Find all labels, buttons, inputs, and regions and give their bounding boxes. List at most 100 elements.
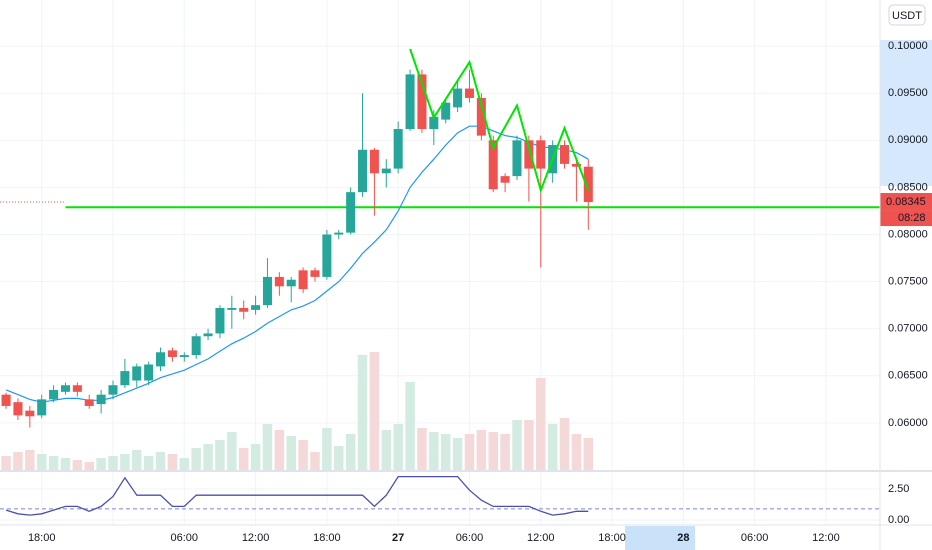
- candle-body: [298, 270, 308, 290]
- volume-bar: [143, 456, 154, 470]
- candles: [1, 48, 593, 428]
- volume-bar: [476, 430, 487, 470]
- volume-bar: [464, 434, 475, 470]
- volume-bar: [393, 424, 403, 470]
- volume-bar: [381, 430, 392, 470]
- volume-bar: [108, 456, 118, 470]
- last-price-label: 0.08345: [886, 196, 926, 208]
- candle-body: [96, 394, 106, 405]
- axes: 0.10000 0.09500 0.09000 0.08500 0.08000 0.075…: [28, 40, 932, 544]
- candle-body: [512, 140, 522, 177]
- volume-bar: [1, 456, 11, 470]
- candle-body: [144, 364, 154, 381]
- y-tick-label: 0.07000: [888, 323, 928, 335]
- volume-bar: [203, 444, 213, 470]
- candle-body: [393, 129, 403, 169]
- volume-bar: [500, 434, 510, 470]
- volume-bar: [72, 460, 83, 470]
- overlays: [0, 125, 880, 403]
- volume-bar: [571, 434, 582, 470]
- y-tick-label: 0.07500: [888, 276, 928, 288]
- x-tick-label: 18:00: [28, 532, 56, 544]
- volume-bar: [132, 450, 142, 470]
- volume-bar: [512, 420, 522, 470]
- candle-body: [524, 140, 534, 169]
- x-tick-label: 28: [677, 532, 689, 544]
- volume-bar: [179, 458, 190, 470]
- candle-body: [72, 385, 82, 392]
- volume-bar: [583, 438, 594, 470]
- y-tick-label: 0.09000: [888, 134, 928, 146]
- candle-body: [108, 385, 118, 395]
- volume-bar: [429, 432, 439, 470]
- candle-body: [1, 394, 11, 406]
- y-tick-label: 0.08000: [888, 228, 928, 240]
- candle-body: [37, 399, 47, 416]
- volume-bar: [345, 434, 356, 470]
- candle-body: [334, 232, 344, 235]
- volume-bar: [369, 352, 380, 470]
- x-tick-label: 12:00: [527, 532, 555, 544]
- candle-body: [453, 88, 463, 108]
- indicator: [0, 475, 880, 521]
- volume-bar: [524, 420, 534, 470]
- candle-body: [464, 88, 474, 98]
- volume-bar: [191, 448, 201, 470]
- candle-body: [405, 74, 415, 130]
- candle-body: [571, 163, 581, 167]
- volume-bar: [167, 454, 178, 470]
- x-tick-label: 12:00: [242, 532, 270, 544]
- x-tick-label: 06:00: [741, 532, 769, 544]
- candle-body: [179, 355, 189, 357]
- volume-bar: [48, 456, 59, 470]
- candle-body: [583, 166, 593, 203]
- candle-body: [346, 192, 356, 233]
- volume-bar: [36, 454, 47, 470]
- candle-body: [215, 307, 225, 334]
- volume-bar: [250, 444, 261, 470]
- y-tick-label: 0.10000: [888, 40, 928, 52]
- candle-body: [381, 168, 391, 174]
- x-tick-label: 18:00: [598, 532, 626, 544]
- volume-bar: [84, 462, 94, 470]
- volume: [1, 352, 594, 470]
- volume-bar: [13, 452, 23, 470]
- x-tick-label: 06:00: [456, 532, 484, 544]
- candle-body: [227, 307, 237, 310]
- countdown: 08:28: [898, 212, 926, 224]
- volume-bar: [417, 428, 427, 470]
- volume-bar: [310, 452, 320, 470]
- candle-body: [310, 270, 320, 277]
- currency-box[interactable]: [888, 4, 926, 26]
- volume-bar: [488, 432, 498, 470]
- volume-bar: [357, 355, 368, 470]
- y-tick-label: 0.09500: [888, 87, 928, 99]
- volume-bar: [322, 428, 332, 470]
- candle-body: [251, 305, 261, 310]
- candle-body: [84, 399, 94, 406]
- x-tick-label: 12:00: [812, 532, 840, 544]
- candle-body: [132, 366, 142, 381]
- volume-bar: [334, 446, 344, 470]
- candle-body: [488, 140, 498, 190]
- volume-bar: [298, 440, 308, 470]
- y-tick-label: 0.00: [888, 514, 909, 526]
- candle-body: [369, 149, 379, 174]
- volume-bar: [536, 378, 546, 470]
- indicator-line: [5, 475, 589, 516]
- volume-bar: [547, 424, 558, 470]
- time-selection: [625, 526, 695, 550]
- grid: [0, 0, 880, 525]
- candle-body: [441, 102, 451, 120]
- candle-body: [13, 402, 23, 416]
- candle-body: [262, 276, 272, 306]
- x-tick-label: 27: [392, 532, 404, 544]
- candle-body: [120, 371, 130, 386]
- candle-body: [500, 176, 510, 183]
- candle-body: [322, 234, 332, 277]
- volume-bar: [96, 458, 106, 470]
- volume-bar: [262, 424, 273, 470]
- volume-bar: [405, 382, 415, 470]
